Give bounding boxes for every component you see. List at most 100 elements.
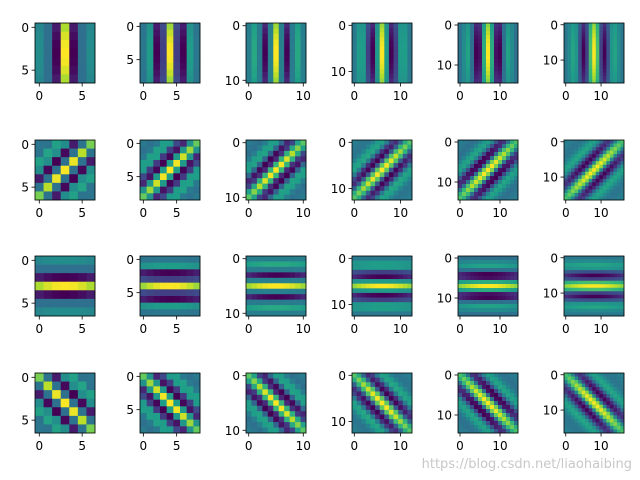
heatmap-cell [375,419,381,425]
heatmap-cell [592,164,597,169]
heatmap-cell [284,310,290,317]
heatmap-cell [379,163,385,169]
heatmap-cell [180,173,188,181]
heatmap-cell [77,31,87,41]
heatmap-cell [498,184,503,189]
heatmap-cell [486,373,491,378]
heatmap-cell [574,161,579,166]
heatmap-cell [578,79,582,84]
y-tick-label: 5 [21,64,29,78]
heatmap-cell [599,429,604,434]
heatmap-cell [402,302,408,308]
heatmap-cell [616,37,621,41]
heatmap-cell [592,30,597,34]
heatmap-cell [462,144,467,149]
heatmap-cell [361,195,367,201]
heatmap-cell [506,164,511,169]
heatmap-cell [352,260,357,266]
heatmap-cell [510,55,515,60]
heatmap-cell [267,150,274,157]
heatmap-cell [494,71,499,76]
heatmap-cell [490,55,495,60]
heatmap-cell [592,150,597,155]
heatmap-cell [146,56,154,64]
heatmap-cell [567,376,572,381]
heatmap-cell [407,27,413,33]
heatmap-cell [574,308,579,313]
heatmap-cell [613,30,618,34]
heatmap-cell [256,283,263,290]
heatmap-cell [379,195,385,201]
heatmap-cell [295,44,301,51]
heatmap-cell [398,386,404,392]
heatmap-cell [160,63,168,71]
heatmap-cell [180,49,188,57]
heatmap-cell [474,260,479,265]
heatmap-cell [490,156,495,161]
heatmap-cell [375,186,381,192]
heatmap-cell [602,415,607,420]
heatmap-cell [52,298,62,308]
heatmap-cell [490,256,495,261]
heatmap-cell [609,415,614,420]
heatmap-cell [186,43,194,51]
heatmap-cell [474,67,479,72]
heatmap-cell [602,291,607,296]
heatmap-cell [592,376,597,381]
heatmap-cell [379,428,385,434]
heatmap-cell [510,264,515,269]
heatmap-cell [300,422,307,428]
heatmap-cell [470,385,475,390]
heatmap-cell [588,61,593,66]
heatmap-cell [599,72,604,77]
heatmap-cell [388,140,394,145]
heatmap-cell [574,394,579,399]
heatmap-cell [267,261,274,268]
heatmap-cell [246,394,252,401]
heatmap-cell [256,145,263,152]
heatmap-cell [571,33,575,38]
heatmap-cell [356,391,362,397]
heatmap-cell [379,69,385,75]
heatmap-cell [273,145,280,152]
heatmap-cell [482,184,487,189]
heatmap-cell [613,266,618,271]
heatmap-cell [262,305,269,311]
heatmap-cell [173,413,181,421]
heatmap-cell [60,74,70,84]
heatmap-cell [581,79,586,84]
heatmap-cell [43,273,53,283]
heatmap-cell [498,172,503,177]
heatmap-cell [599,185,604,190]
heatmap-cell [388,405,394,411]
heatmap-cell [502,160,507,165]
heatmap-cell [470,79,475,84]
heatmap-cell [514,148,519,153]
heatmap-cell [173,289,181,297]
heatmap-cell [602,429,607,434]
heatmap-cell [470,296,475,301]
heatmap-cell [578,263,582,267]
heatmap-cell [146,180,154,188]
heatmap-cell [278,66,285,73]
heatmap-cell [609,58,614,63]
heatmap-cell [506,51,511,56]
heatmap-cell [571,178,575,183]
heatmap-cell [478,308,483,313]
heatmap-cell [370,36,376,42]
heatmap-cell [193,160,201,168]
heatmap-cell [578,150,582,155]
heatmap-cell [606,287,611,292]
heatmap-cell [613,273,618,278]
heatmap-cell [462,196,467,201]
heatmap-cell [267,23,274,29]
heatmap-cell [384,55,390,61]
heatmap-cell [595,305,600,310]
heatmap-cell [300,194,307,201]
heatmap-cell [616,192,621,197]
heatmap-cell [393,373,399,378]
heatmap-cell [494,385,499,390]
heatmap-cell [616,429,621,434]
heatmap-cell [474,429,479,434]
heatmap-cell [267,28,274,35]
